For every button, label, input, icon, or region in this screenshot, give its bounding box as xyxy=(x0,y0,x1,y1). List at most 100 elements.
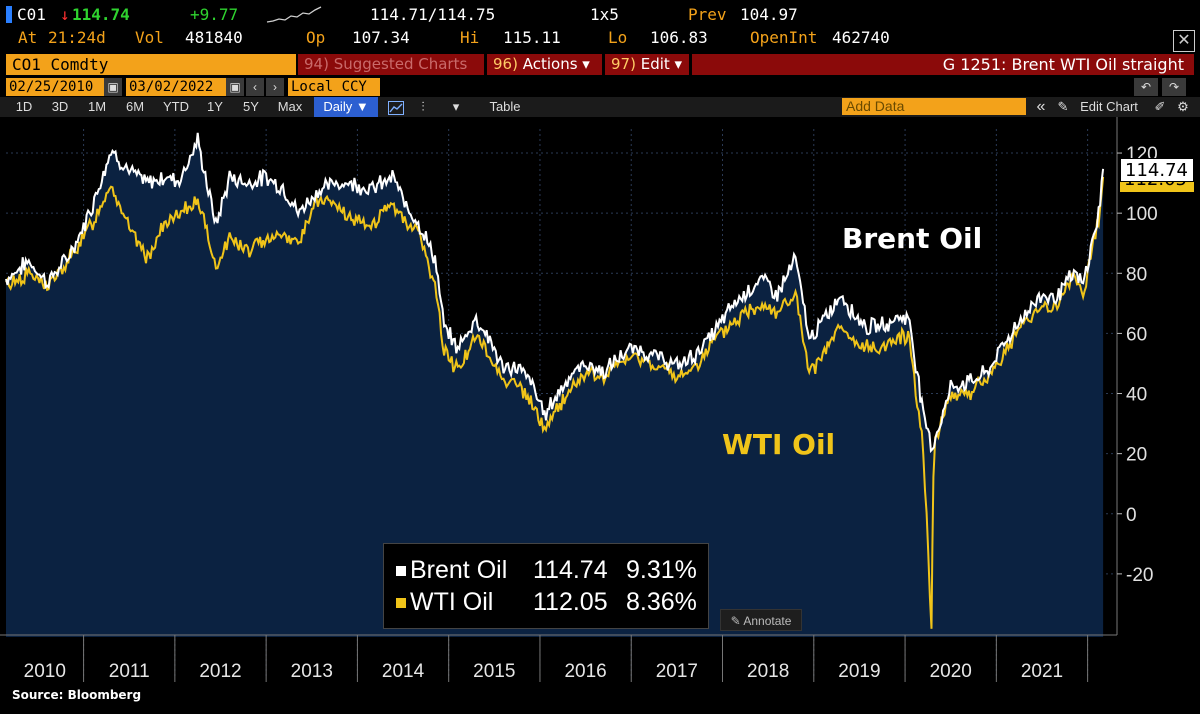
brent-swatch-icon xyxy=(396,566,406,577)
y-tick-label: 0 xyxy=(1126,505,1137,526)
next-period-icon[interactable]: › xyxy=(266,78,284,96)
suggested-charts-number: 94) xyxy=(304,55,329,73)
range-6m[interactable]: 6M xyxy=(125,99,145,114)
x-tick-label: 2018 xyxy=(747,661,789,682)
x-tick-label: 2021 xyxy=(1021,661,1063,682)
wti-line xyxy=(5,176,1105,629)
bid-ask: 114.71/114.75 xyxy=(370,5,496,24)
range-ytd[interactable]: YTD xyxy=(163,99,189,114)
legend-brent-pct: 9.31% xyxy=(626,556,697,584)
undo-icon[interactable]: ↶ xyxy=(1134,78,1158,96)
edit-settings-icon[interactable]: ✐ xyxy=(1154,99,1166,114)
op-value: 107.34 xyxy=(352,28,410,47)
legend-item-wti: WTI Oil 112.05 8.36% xyxy=(396,588,697,617)
range-1d[interactable]: 1D xyxy=(15,99,33,114)
chart-title: G 1251: Brent WTI Oil straight xyxy=(692,54,1194,75)
actions-number: 96) xyxy=(493,55,518,73)
last-price: 114.74 xyxy=(72,5,130,24)
x-axis: 2010 2011 2012 2013 2014 2015 2016 2017 2018 2019… xyxy=(0,634,1117,682)
quote-header: C01 ↓ 114.74 +9.77 114.71/114.75 1x5 Pre… xyxy=(0,0,1200,54)
x-tick-label: 2010 xyxy=(24,661,66,682)
vol-value: 481840 xyxy=(185,28,243,47)
op-label: Op xyxy=(306,28,326,47)
chart-type-dropdown-icon[interactable]: ▾ xyxy=(452,99,460,114)
y-tick-label: 60 xyxy=(1126,324,1147,345)
openint-label: OpenInt xyxy=(750,28,818,47)
range-max[interactable]: Max xyxy=(277,99,303,114)
chart-area[interactable]: 120 100 80 60 40 20 0 -20 2010 2011 2012 2013 2014 2… xyxy=(0,117,1200,709)
x-tick-label: 2014 xyxy=(382,661,425,682)
table-button[interactable]: Table xyxy=(489,99,521,114)
edit-label: Edit ▾ xyxy=(640,55,683,73)
x-tick-label: 2017 xyxy=(656,661,698,682)
security-marker xyxy=(6,6,12,23)
x-tick-label: 2015 xyxy=(473,661,515,682)
prev-label: Prev xyxy=(688,5,727,24)
x-tick-label: 2019 xyxy=(838,661,880,682)
last-price-tag: 114.74 xyxy=(1120,158,1194,182)
down-arrow-icon: ↓ xyxy=(60,5,70,24)
close-icon[interactable]: ✕ xyxy=(1173,30,1195,52)
end-date-field[interactable]: 03/02/2022 xyxy=(126,78,226,96)
currency-select[interactable]: Local CCY xyxy=(288,78,380,96)
legend-brent-name: Brent Oil xyxy=(410,556,508,584)
x-tick-label: 2011 xyxy=(109,661,150,682)
range-1y[interactable]: 1Y xyxy=(207,99,223,114)
edit-chart-button[interactable]: Edit Chart xyxy=(1080,99,1138,114)
prev-value: 104.97 xyxy=(740,5,798,24)
legend[interactable]: Brent Oil 114.74 9.31% WTI Oil 112.05 8.… xyxy=(383,543,709,629)
lo-value: 106.83 xyxy=(650,28,708,47)
y-tick-label: 80 xyxy=(1126,264,1147,285)
range-5y[interactable]: 5Y xyxy=(243,99,259,114)
brent-area-fill xyxy=(6,132,1104,637)
y-tick-label: 100 xyxy=(1126,204,1158,225)
wti-annotation: WTI Oil xyxy=(722,428,835,461)
suggested-charts-button[interactable]: 94) Suggested Charts xyxy=(298,54,484,75)
start-date-field[interactable]: 02/25/2010 xyxy=(6,78,104,96)
y-tick-label: 20 xyxy=(1126,445,1147,466)
net-change: +9.77 xyxy=(190,5,239,24)
suggested-charts-label: Suggested Charts xyxy=(333,55,468,73)
legend-wti-pct: 8.36% xyxy=(626,588,697,616)
y-tick-label: 40 xyxy=(1126,385,1147,406)
legend-brent-last: 114.74 xyxy=(533,556,608,584)
bid-ask-size: 1x5 xyxy=(590,5,619,24)
edit-number: 97) xyxy=(611,55,636,73)
time-value: 21:24d xyxy=(48,28,106,47)
legend-item-brent: Brent Oil 114.74 9.31% xyxy=(396,556,697,585)
line-chart-icon[interactable] xyxy=(384,97,408,117)
annotate-button[interactable]: ✎ Annotate xyxy=(720,609,802,631)
actions-label: Actions ▾ xyxy=(522,55,590,73)
wti-swatch-icon xyxy=(396,598,406,609)
redo-icon[interactable]: ↷ xyxy=(1162,78,1186,96)
intraday-sparkline xyxy=(266,6,322,23)
ticker[interactable]: C01 xyxy=(17,5,46,24)
range-3d[interactable]: 3D xyxy=(51,99,69,114)
pencil-icon: ✎ xyxy=(1057,99,1069,114)
hi-value: 115.11 xyxy=(503,28,561,47)
brent-annotation: Brent Oil xyxy=(842,222,982,255)
lo-label: Lo xyxy=(608,28,628,47)
calendar-icon[interactable]: ▣ xyxy=(104,78,122,96)
brent-line xyxy=(5,132,1105,454)
add-data-input[interactable]: Add Data xyxy=(842,98,1026,115)
calendar-icon[interactable]: ▣ xyxy=(226,78,244,96)
x-tick-label: 2013 xyxy=(291,661,333,682)
x-tick-label: 2012 xyxy=(199,661,241,682)
vol-label: Vol xyxy=(135,28,164,47)
range-1m[interactable]: 1M xyxy=(87,99,107,114)
actions-menu[interactable]: 96) Actions ▾ xyxy=(487,54,602,75)
collapse-icon[interactable]: « xyxy=(1036,98,1046,115)
gear-icon[interactable]: ⚙ xyxy=(1177,99,1189,114)
y-tick-label: -20 xyxy=(1126,565,1153,586)
legend-wti-last: 112.05 xyxy=(533,588,608,616)
bar-chart-icon[interactable]: ⫶ xyxy=(421,99,425,114)
prev-period-icon[interactable]: ‹ xyxy=(246,78,264,96)
edit-menu[interactable]: 97) Edit ▾ xyxy=(605,54,689,75)
security-field[interactable]: CO1 Comdty xyxy=(6,54,296,75)
frequency-select[interactable]: Daily ▼ xyxy=(314,97,378,117)
annotate-label: Annotate xyxy=(743,614,792,628)
hi-label: Hi xyxy=(460,28,480,47)
